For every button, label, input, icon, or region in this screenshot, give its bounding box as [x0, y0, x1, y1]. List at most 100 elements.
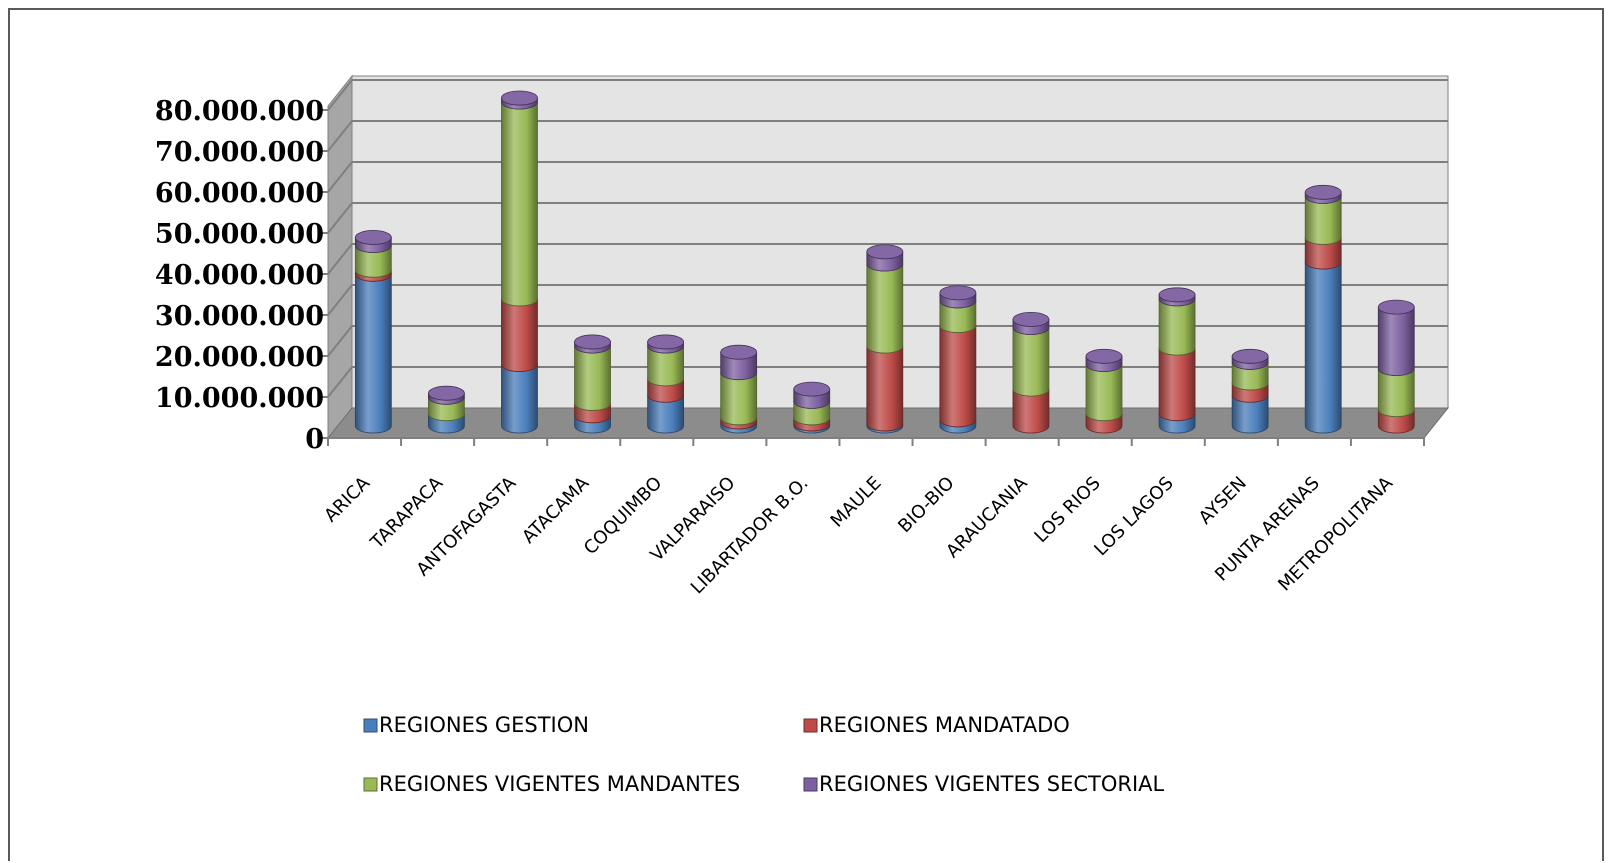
- bar-segment: [574, 345, 611, 411]
- legend-swatch: [803, 777, 818, 792]
- y-tick-label: 0: [305, 424, 324, 455]
- bar-top-cap: [354, 229, 392, 245]
- bar-segment: [1231, 394, 1269, 434]
- bar-segment: [1304, 196, 1342, 245]
- x-tick-label: LOS RIOS: [1030, 473, 1104, 547]
- bar-stack-valparaiso: [720, 344, 758, 434]
- legend-label: REGIONES MANDATADO: [819, 713, 1070, 737]
- bar-top-cap: [1158, 287, 1196, 303]
- gridline: [327, 243, 1448, 275]
- chart: 0 10.000.000 20.000.000 30.000.000 40.000.00…: [155, 74, 1450, 796]
- bar-top-cap: [647, 334, 684, 350]
- bar-segment: [501, 101, 538, 307]
- gridline: [327, 325, 1448, 357]
- legend-swatch: [363, 718, 378, 733]
- y-tick-label: 60.000.000: [155, 178, 324, 209]
- bar-segment: [501, 298, 538, 372]
- legend: REGIONES GESTION REGIONES MANDATADO REGION…: [363, 713, 1165, 796]
- bar-stack-araucania: [1012, 311, 1050, 434]
- x-tick-labels: ARICATARAPACAANTOFAGASTAATACAMACOQUIMBOV…: [320, 472, 1397, 598]
- bar-segment: [354, 245, 392, 278]
- bar-top-cap: [1085, 348, 1123, 364]
- bar-stack-bio-bio: [939, 285, 977, 434]
- bar-top-cap: [1304, 184, 1342, 200]
- y-tick-label: 50.000.000: [155, 219, 324, 250]
- y-tick-label: 40.000.000: [155, 260, 324, 291]
- bar-stack-tarapaca: [427, 385, 465, 434]
- gridlines: [327, 79, 1448, 398]
- bar-segment: [866, 263, 904, 354]
- bar-segment: [1158, 298, 1196, 356]
- legend-swatch: [803, 718, 818, 733]
- bar-segment: [647, 345, 684, 387]
- bar-segment: [647, 394, 684, 434]
- bars: [354, 90, 1415, 434]
- legend-label: REGIONES VIGENTES MANDANTES: [379, 772, 740, 796]
- legend-label: REGIONES GESTION: [379, 713, 589, 737]
- bar-segment: [354, 273, 392, 434]
- x-tick-label: MAULE: [827, 473, 886, 532]
- bar-top-cap: [1231, 348, 1269, 364]
- bar-stack-metropolitana: [1377, 299, 1415, 434]
- y-tick-label: 80.000.000: [155, 96, 324, 127]
- gridline: [327, 366, 1448, 398]
- bar-segment: [939, 325, 977, 428]
- legend-item: REGIONES MANDATADO: [803, 713, 1070, 737]
- bar-stack-antofagasta: [501, 90, 538, 434]
- bar-top-cap: [1012, 311, 1050, 327]
- legend-swatch: [363, 777, 378, 792]
- bar-top-cap: [427, 385, 465, 401]
- y-tick-labels: 0 10.000.000 20.000.000 30.000.000 40.000.00…: [155, 96, 324, 455]
- bar-top-cap: [720, 344, 758, 360]
- bar-stack-los-lagos: [1158, 287, 1196, 434]
- x-tick-label: LOS LAGOS: [1090, 473, 1177, 560]
- bar-top-cap: [574, 334, 611, 350]
- y-tick-label: 70.000.000: [155, 137, 324, 168]
- y-tick-label: 20.000.000: [155, 342, 324, 373]
- bar-stack-maule: [866, 244, 904, 434]
- legend-item: REGIONES VIGENTES SECTORIAL: [803, 772, 1165, 796]
- gridline: [327, 202, 1448, 234]
- y-tick-label: 10.000.000: [155, 383, 324, 414]
- bar-top-cap: [866, 244, 904, 260]
- axes: [322, 109, 1425, 446]
- bar-stack-libartador-b-o-: [793, 381, 831, 434]
- bar-segment: [1085, 364, 1123, 422]
- legend-item: REGIONES GESTION: [363, 713, 589, 737]
- bar-stack-coquimbo: [647, 334, 684, 434]
- x-tick-label: ARICA: [320, 472, 374, 526]
- bar-segment: [1158, 347, 1196, 422]
- bar-segment: [720, 372, 758, 426]
- bar-segment: [1304, 261, 1342, 434]
- bar-segment: [1012, 327, 1050, 397]
- bar-stack-atacama: [574, 334, 611, 434]
- bar-segment: [720, 351, 758, 381]
- bar-stack-arica: [354, 229, 392, 434]
- bar-segment: [939, 300, 977, 333]
- bar-segment: [1012, 388, 1050, 434]
- bar-segment: [866, 345, 904, 432]
- bar-segment: [1231, 362, 1269, 391]
- bar-stack-aysen: [1231, 348, 1269, 434]
- bar-top-cap: [501, 90, 538, 106]
- legend-label: REGIONES VIGENTES SECTORIAL: [819, 772, 1165, 796]
- bar-top-cap: [939, 285, 977, 301]
- x-tick-label: AYSEN: [1195, 473, 1251, 529]
- bar-stack-los-rios: [1085, 348, 1123, 434]
- bar-segment: [501, 364, 538, 434]
- bar-stack-punta-arenas: [1304, 184, 1342, 434]
- bar-segment: [1377, 368, 1415, 417]
- gridline: [327, 120, 1448, 152]
- x-tick-label: ATACAMA: [518, 472, 594, 548]
- y-tick-label: 30.000.000: [155, 301, 324, 332]
- gridline: [327, 284, 1448, 316]
- legend-item: REGIONES VIGENTES MANDANTES: [363, 772, 740, 796]
- chart-frame: 0 10.000.000 20.000.000 30.000.000 40.000.00…: [8, 8, 1604, 861]
- gridline: [327, 161, 1448, 193]
- bar-top-cap: [1377, 299, 1415, 315]
- bar-top-cap: [793, 381, 831, 397]
- side-wall: [327, 74, 353, 440]
- gridline: [327, 79, 1448, 111]
- bar-segment: [1377, 306, 1415, 376]
- bar-segment: [1304, 237, 1342, 270]
